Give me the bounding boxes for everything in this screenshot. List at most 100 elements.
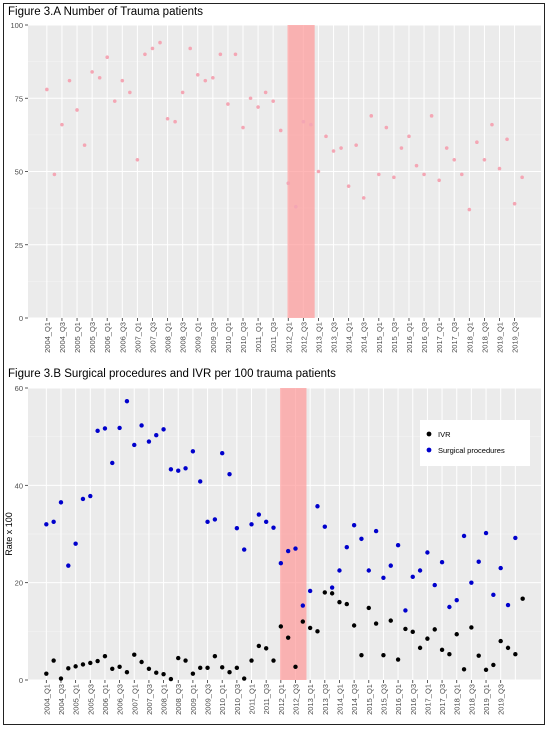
x-tick-label: 2012_Q3 [299, 322, 308, 353]
x-tick-label: 2013_Q3 [330, 322, 339, 353]
chart-b-title: Figure 3.B Surgical procedures and IVR p… [8, 368, 336, 380]
data-point-ivr [461, 667, 467, 672]
data-point-surgical-procedures [73, 541, 78, 546]
data-point-surgical-procedures [190, 449, 196, 454]
data-point-trauma [324, 134, 328, 139]
x-tick-label: 2011_Q1 [254, 322, 263, 352]
data-point-trauma [399, 146, 404, 150]
x-tick-label: 2007_Q3 [148, 322, 157, 353]
data-point-trauma [414, 163, 419, 168]
data-point-trauma [278, 128, 283, 133]
data-point-trauma [354, 143, 358, 147]
data-point-trauma [203, 78, 208, 83]
x-tick-label: 2009_Q1 [194, 322, 203, 353]
data-point-trauma [120, 78, 125, 83]
x-tick-label: 2012_Q3 [291, 684, 300, 715]
legend: IVR Surgical procedures [420, 420, 530, 466]
data-point-ivr [454, 632, 459, 637]
data-point-surgical-procedures [300, 603, 306, 608]
data-point-surgical-procedures [132, 442, 137, 448]
data-point-ivr [124, 670, 130, 675]
x-tick-label: 2014_Q3 [350, 684, 359, 715]
data-point-surgical-procedures [205, 519, 210, 525]
x-tick-label: 2019_Q3 [497, 684, 506, 715]
x-tick-label: 2015_Q3 [390, 322, 399, 353]
x-tick-label: 2018_Q1 [453, 684, 462, 715]
data-point-trauma [301, 119, 306, 124]
data-point-trauma [444, 146, 449, 150]
x-tick-label: 2010_Q1 [224, 322, 233, 353]
data-point-ivr [395, 657, 401, 662]
x-tick-label: 2017_Q3 [450, 322, 459, 353]
data-point-surgical-procedures [410, 574, 415, 580]
data-point-trauma [361, 196, 366, 200]
data-point-surgical-procedures [146, 439, 152, 444]
x-tick-label: 2019_Q1 [496, 322, 505, 353]
x-tick-label: 2010_Q1 [218, 684, 227, 715]
data-point-trauma [482, 157, 487, 162]
data-point-surgical-procedures [454, 597, 459, 603]
data-point-trauma [195, 73, 200, 77]
data-point-surgical-procedures [432, 582, 437, 588]
data-point-trauma [520, 175, 524, 180]
x-tick-label: 2016_Q1 [405, 322, 414, 353]
data-point-ivr [95, 658, 100, 664]
data-point-trauma [233, 52, 238, 57]
data-point-trauma [384, 125, 389, 130]
x-tick-label: 2006_Q3 [118, 322, 127, 353]
data-point-ivr [425, 636, 430, 641]
data-point-ivr [432, 627, 437, 632]
x-tick-label: 2016_Q3 [420, 322, 429, 353]
data-point-surgical-procedures [285, 548, 291, 554]
data-point-surgical-procedures [417, 568, 423, 573]
data-point-ivr [300, 619, 306, 624]
data-point-ivr [469, 625, 474, 630]
data-point-ivr [234, 665, 240, 671]
x-tick-label: 2006_Q3 [116, 684, 125, 715]
data-point-trauma [180, 90, 185, 95]
x-tick-label: 2012_Q1 [284, 322, 293, 353]
data-point-trauma [45, 87, 49, 92]
data-point-surgical-procedures [124, 398, 130, 404]
x-tick-label: 2006_Q1 [101, 684, 110, 715]
y-tick-label: 40 [15, 481, 23, 490]
data-point-surgical-procedures [491, 592, 496, 598]
y-tick-label: 25 [15, 241, 23, 250]
data-point-trauma [407, 134, 411, 139]
x-tick-label: 2005_Q1 [73, 322, 82, 353]
data-point-ivr [381, 652, 386, 658]
data-point-surgical-procedures [117, 425, 122, 431]
x-tick-label: 2017_Q1 [423, 684, 432, 715]
data-point-ivr [183, 658, 188, 663]
data-point-surgical-procedures [66, 563, 71, 568]
data-point-ivr [198, 665, 203, 671]
data-point-surgical-procedures [307, 588, 313, 594]
x-tick-label: 2008_Q1 [160, 684, 169, 715]
data-point-ivr [271, 658, 276, 663]
data-point-surgical-procedures [241, 547, 247, 552]
data-point-ivr [249, 658, 254, 663]
x-tick-label: 2010_Q3 [239, 322, 248, 353]
data-point-trauma [263, 90, 268, 95]
data-point-surgical-procedures [263, 519, 269, 525]
data-point-surgical-procedures [505, 602, 511, 608]
data-point-ivr [205, 665, 210, 671]
data-point-ivr [366, 605, 371, 611]
data-point-trauma [346, 184, 351, 188]
x-tick-label: 2008_Q3 [174, 684, 183, 715]
data-point-surgical-procedures [58, 500, 64, 505]
data-point-surgical-procedures [315, 504, 320, 509]
chart-b: 0 20 40 60 2004_Q1 2004_Q3 2005_Q1 2005_Q3 2006_… [4, 384, 541, 715]
legend-label: IVR [438, 430, 451, 439]
data-point-trauma [188, 46, 192, 51]
data-point-surgical-procedures [212, 517, 218, 522]
y-tick-label: 60 [15, 384, 23, 393]
x-tick-label: 2013_Q1 [314, 322, 323, 353]
data-point-trauma [173, 119, 177, 124]
data-point-trauma [490, 122, 494, 127]
data-point-surgical-procedures [88, 493, 93, 499]
data-point-trauma [377, 172, 381, 177]
data-point-surgical-procedures [395, 542, 401, 548]
data-point-trauma [294, 204, 298, 209]
x-tick-label: 2009_Q3 [204, 684, 213, 715]
